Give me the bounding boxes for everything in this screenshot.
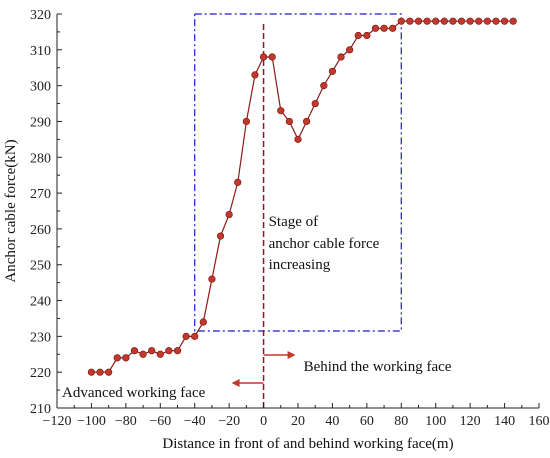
data-point: [328, 67, 337, 75]
x-tick-label: 80: [394, 414, 408, 429]
data-point: [311, 99, 319, 108]
data-point: [156, 350, 164, 358]
x-tick-label: 140: [494, 414, 515, 429]
data-point: [483, 17, 491, 25]
advanced-working-face-arrow: [231, 379, 264, 387]
data-point: [371, 24, 380, 32]
x-tick-label: −80: [115, 414, 137, 429]
data-point: [414, 17, 423, 25]
data-point: [242, 117, 250, 126]
x-tick-label: 20: [291, 414, 305, 429]
stage-annotation-line-1: Stage of: [269, 214, 319, 230]
data-point: [122, 354, 130, 362]
data-point: [492, 17, 500, 25]
data-points: [87, 17, 517, 376]
data-point: [234, 178, 242, 186]
data-point: [87, 368, 96, 376]
data-point: [148, 347, 156, 355]
x-tick-label: 0: [260, 414, 267, 429]
data-point: [509, 17, 517, 25]
data-point: [397, 17, 405, 25]
data-point: [457, 17, 466, 25]
data-point: [277, 107, 285, 115]
y-axis-ticks: 210 220 230 240 250 260 270 280 290 300 310 320: [30, 8, 62, 417]
stage-annotation-line-3: increasing: [269, 257, 331, 273]
data-point: [208, 275, 216, 283]
data-point: [389, 24, 397, 32]
y-tick-label: 230: [30, 330, 51, 345]
data-point: [294, 135, 302, 143]
x-axis-title: Distance in front of and behind working …: [162, 436, 453, 452]
x-tick-label: −20: [218, 414, 240, 429]
data-point: [139, 350, 147, 358]
data-point: [225, 210, 233, 219]
y-tick-label: 210: [30, 402, 51, 417]
y-tick-label: 270: [30, 187, 51, 202]
data-point: [191, 332, 199, 340]
axes: [56, 14, 539, 409]
y-tick-label: 310: [30, 44, 51, 59]
behind-arrow-head: [287, 351, 296, 359]
series-line-layer: [91, 20, 514, 373]
data-point: [363, 31, 371, 40]
data-point: [380, 24, 388, 32]
data-point: [199, 318, 207, 326]
data-point: [406, 17, 414, 25]
data-point: [113, 354, 121, 362]
advanced-working-face-label: Advanced working face: [62, 385, 206, 401]
y-tick-label: 280: [30, 151, 51, 166]
x-tick-label: −60: [149, 414, 171, 429]
data-point: [432, 17, 440, 25]
data-point: [500, 17, 509, 25]
y-axis-title: Anchor cable force(kN): [3, 139, 19, 282]
y-tick-label: 220: [30, 366, 51, 381]
stage-box-layer: [194, 13, 402, 408]
x-tick-label: 100: [425, 414, 446, 429]
data-point: [216, 232, 225, 240]
data-point: [130, 347, 139, 355]
x-tick-label: 120: [460, 414, 481, 429]
y-tick-label: 300: [30, 80, 51, 95]
data-point: [466, 17, 474, 25]
data-point: [165, 347, 173, 355]
x-tick-label: −120: [43, 414, 72, 429]
data-point: [346, 46, 354, 54]
data-point: [268, 53, 276, 61]
y-tick-label: 250: [30, 259, 51, 274]
data-point: [303, 117, 311, 126]
y-tick-label: 320: [30, 8, 51, 23]
stage-box: [194, 13, 402, 332]
data-point: [173, 347, 182, 355]
data-point: [337, 53, 345, 61]
data-point: [320, 82, 328, 90]
behind-working-face-arrow: [263, 351, 296, 359]
data-point: [354, 31, 362, 40]
x-axis-ticks: −120 −100 −80 −60 −40 −20 0 20 40 60 80 100 120 140 16…: [43, 403, 550, 429]
x-tick-label: 60: [360, 414, 374, 429]
data-point: [449, 17, 457, 25]
y-tick-label: 260: [30, 223, 51, 238]
x-tick-label: 40: [325, 414, 339, 429]
data-point: [105, 368, 113, 376]
data-point: [251, 71, 259, 79]
x-tick-label: 160: [529, 414, 550, 429]
x-tick-label: −100: [77, 414, 106, 429]
x-tick-label: −40: [184, 414, 206, 429]
data-point: [182, 332, 190, 340]
data-point: [259, 53, 268, 61]
data-point: [423, 17, 431, 25]
behind-working-face-label: Behind the working face: [304, 359, 452, 375]
data-point: [475, 17, 483, 25]
data-point: [96, 368, 104, 376]
y-tick-label: 240: [30, 295, 51, 310]
data-point: [285, 117, 293, 126]
stage-annotation-line-2: anchor cable force: [269, 236, 380, 252]
advanced-arrow-head: [231, 379, 240, 387]
y-tick-label: 290: [30, 115, 51, 130]
data-point: [440, 17, 448, 25]
series-line: [91, 20, 514, 373]
